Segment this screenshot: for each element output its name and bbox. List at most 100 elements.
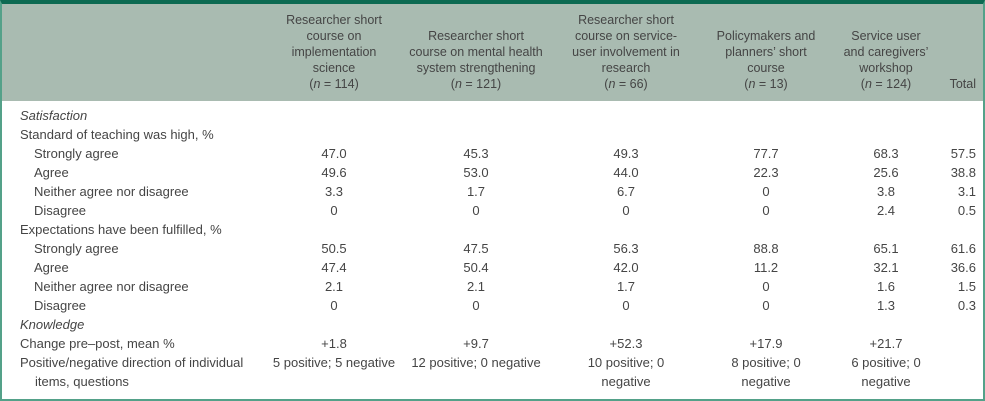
table-row: Disagree 0 0 0 0 2.4 0.5 (2, 201, 983, 220)
column-title: Service user and caregivers’ workshop (843, 29, 929, 75)
value-cell: 53.0 (463, 165, 489, 180)
total-value-cell: 0.3 (957, 298, 976, 313)
row-label: Positive/negative direction of individua… (20, 355, 244, 389)
column-sample-size: (n = 66) (604, 77, 648, 91)
value-cell: 0 (762, 184, 770, 199)
value-cell: 11.2 (753, 260, 779, 275)
value-cell (826, 101, 946, 125)
value-cell: +9.7 (463, 336, 489, 351)
value-cell: 0 (622, 298, 630, 313)
row-label: Neither agree nor disagree (34, 279, 189, 294)
table-row: Neither agree nor disagree 3.3 1.7 6.7 0 3.8 3… (2, 182, 983, 201)
total-value-cell: 0.5 (957, 203, 976, 218)
value-cell: +17.9 (749, 336, 783, 351)
value-cell (406, 101, 546, 125)
total-value-cell (946, 334, 983, 353)
value-cell: 47.0 (321, 146, 347, 161)
value-cell (706, 220, 826, 239)
value-cell (406, 315, 546, 334)
value-cell: 0 (762, 298, 770, 313)
column-title: Researcher short course on service-user … (572, 13, 680, 75)
table-row: Agree 49.6 53.0 44.0 22.3 25.6 38.8 (2, 163, 983, 182)
row-label: Neither agree nor disagree (34, 184, 189, 199)
value-cell: 88.8 (753, 241, 779, 256)
value-cell: 6.7 (616, 184, 636, 199)
value-cell: +1.8 (321, 336, 347, 351)
column-header: Policymakers and planners’ short course (… (706, 4, 826, 101)
row-label: Agree (34, 260, 69, 275)
value-cell (826, 125, 946, 144)
value-cell: 0 (762, 203, 770, 218)
value-cell (706, 125, 826, 144)
table-body: Satisfaction Standard of teaching was hig… (2, 101, 983, 391)
section-label: Satisfaction (20, 108, 88, 123)
value-cell: 12 positive; 0 negative (411, 355, 541, 370)
value-cell (546, 125, 706, 144)
value-cell: 65.1 (873, 241, 899, 256)
value-cell: 1.7 (466, 184, 486, 199)
row-label: Expectations have been fulfilled, % (20, 222, 222, 237)
table-row: Strongly agree 47.0 45.3 49.3 77.7 68.3 57.5 (2, 144, 983, 163)
total-value-cell: 3.1 (957, 184, 976, 199)
value-cell: 6 positive; 0 negative (851, 355, 921, 389)
value-cell: 25.6 (873, 165, 899, 180)
value-cell (406, 220, 546, 239)
row-label: Strongly agree (34, 241, 119, 256)
value-cell: +52.3 (609, 336, 643, 351)
table-row: Change pre–post, mean % +1.8 +9.7 +52.3 +17.… (2, 334, 983, 353)
value-cell (262, 220, 406, 239)
total-value-cell (946, 125, 983, 144)
value-cell (546, 101, 706, 125)
header-row-label-spacer (2, 4, 262, 101)
value-cell: 0 (762, 279, 770, 294)
section-label: Knowledge (20, 317, 85, 332)
column-header: Researcher short course on mental health… (406, 4, 546, 101)
column-header-total: Total (946, 4, 983, 101)
total-value-cell (946, 353, 983, 391)
course-evaluation-table: Researcher short course on implementatio… (2, 4, 983, 391)
value-cell: 42.0 (613, 260, 639, 275)
value-cell (706, 315, 826, 334)
value-cell: 45.3 (463, 146, 489, 161)
column-sample-size: (n = 121) (450, 77, 502, 91)
column-title: Researcher short course on implementatio… (286, 13, 382, 75)
table-row: Knowledge (2, 315, 983, 334)
total-value-cell (946, 315, 983, 334)
total-value-cell (946, 220, 983, 239)
value-cell: 47.5 (463, 241, 489, 256)
row-label: Disagree (34, 203, 87, 218)
value-cell (262, 125, 406, 144)
value-cell: 32.1 (873, 260, 899, 275)
value-cell: 10 positive; 0 negative (587, 355, 665, 389)
total-value-cell: 61.6 (950, 241, 976, 256)
row-label: Strongly agree (34, 146, 119, 161)
value-cell: 8 positive; 0 negative (731, 355, 801, 389)
value-cell: 47.4 (321, 260, 347, 275)
table-row: Satisfaction (2, 101, 983, 125)
value-cell: 49.3 (613, 146, 639, 161)
value-cell: 68.3 (873, 146, 899, 161)
value-cell: +21.7 (869, 336, 903, 351)
value-cell (546, 315, 706, 334)
column-header: Service user and caregivers’ workshop (n … (826, 4, 946, 101)
total-value-cell (946, 101, 983, 125)
value-cell: 50.5 (321, 241, 347, 256)
value-cell: 5 positive; 5 negative (272, 355, 396, 370)
total-value-cell: 57.5 (950, 146, 976, 161)
value-cell (406, 125, 546, 144)
value-cell (262, 315, 406, 334)
column-title: Policymakers and planners’ short course (716, 29, 816, 75)
column-header: Researcher short course on service-user … (546, 4, 706, 101)
value-cell: 1.6 (876, 279, 896, 294)
value-cell (706, 101, 826, 125)
column-sample-size: (n = 114) (309, 77, 359, 91)
table-row: Disagree 0 0 0 0 1.3 0.3 (2, 296, 983, 315)
value-cell: 3.8 (876, 184, 896, 199)
header-row: Researcher short course on implementatio… (2, 4, 983, 101)
value-cell: 0 (472, 203, 480, 218)
value-cell (826, 315, 946, 334)
column-sample-size: (n = 124) (860, 77, 912, 91)
value-cell: 50.4 (463, 260, 489, 275)
column-title: Researcher short course on mental health… (409, 29, 543, 75)
